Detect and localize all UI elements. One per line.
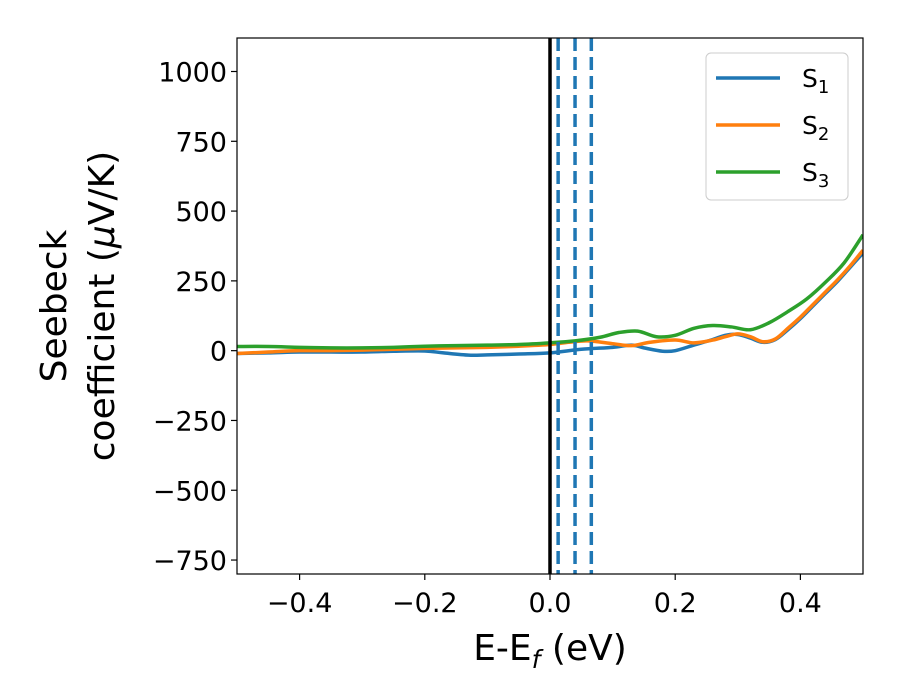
y-tick-label: 500: [175, 197, 227, 228]
y-axis-title-suffix: V/K): [82, 151, 123, 225]
y-tick-label: −750: [153, 546, 227, 577]
y-axis-title-line2: coefficient (μV/K): [82, 151, 123, 461]
x-axis-title: E-Ef (eV): [473, 628, 627, 674]
y-axis-title: Seebeck coefficient (μV/K): [34, 151, 123, 461]
y-tick-label: 250: [175, 267, 227, 298]
x-tick-label: 0.2: [654, 588, 697, 619]
legend: S1 S2 S3: [705, 52, 849, 201]
series-line-s2: [237, 249, 863, 356]
x-tick-label: 0.0: [529, 588, 572, 619]
x-tick-label: −0.4: [267, 588, 333, 619]
x-axis-ticks: −0.4 −0.2 0.0 0.2 0.4: [267, 574, 822, 619]
legend-label-s3: S3: [802, 158, 829, 192]
x-tick-label: 0.4: [779, 588, 822, 619]
y-tick-label: 750: [175, 127, 227, 158]
x-tick-label: −0.2: [392, 588, 458, 619]
series-line-s3: [237, 233, 863, 350]
x-axis-title-main: E-E: [473, 628, 531, 669]
x-axis-title-suffix: (eV): [540, 628, 626, 669]
y-axis-title-prefix: coefficient (: [82, 248, 123, 461]
legend-label-s2: S2: [802, 111, 829, 145]
vertical-lines: [548, 38, 594, 574]
y-tick-label: −500: [153, 476, 227, 507]
y-tick-label: 1000: [158, 58, 227, 89]
y-axis-ticks: −750 −500 −250 0 250 500 750 1000: [153, 58, 237, 577]
y-axis-title-greek: μ: [82, 225, 123, 249]
y-tick-label: 0: [210, 337, 227, 368]
y-axis-title-line1: Seebeck: [34, 229, 75, 382]
series-layer: [237, 233, 863, 358]
y-tick-label: −250: [153, 406, 227, 437]
legend-label-s1: S1: [802, 64, 829, 98]
